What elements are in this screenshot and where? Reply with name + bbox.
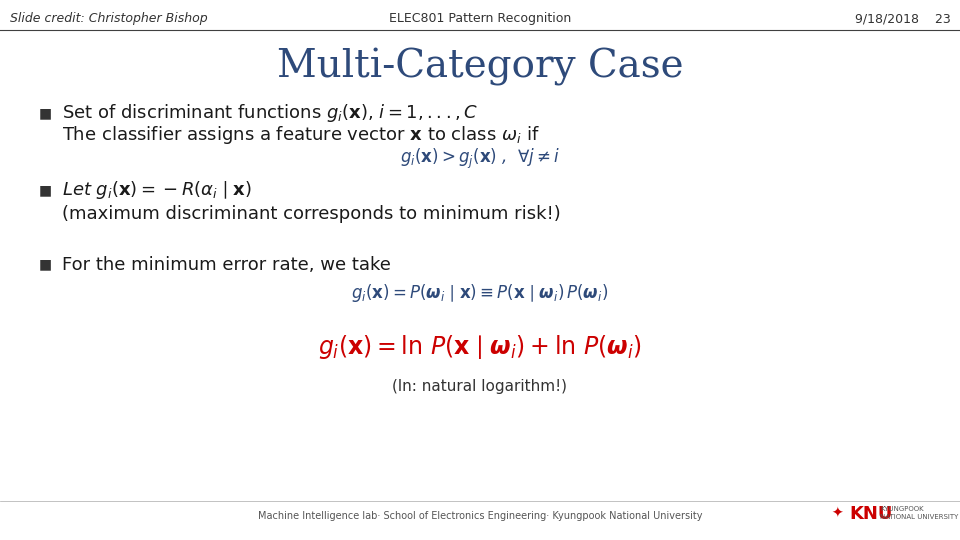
Text: NATIONAL UNIVERSITY: NATIONAL UNIVERSITY: [880, 514, 959, 520]
Text: (ln: natural logarithm!): (ln: natural logarithm!): [393, 379, 567, 394]
Text: ■: ■: [38, 106, 52, 120]
Text: KYUNGPOOK: KYUNGPOOK: [880, 505, 924, 512]
Text: Slide credit: Christopher Bishop: Slide credit: Christopher Bishop: [10, 12, 207, 25]
Text: $g_i(\mathbf{x}) = \ln\, P(\mathbf{x} \mid \boldsymbol{\omega}_i) + \ln\, P(\bol: $g_i(\mathbf{x}) = \ln\, P(\mathbf{x} \m…: [318, 333, 642, 361]
Text: $g_i(\mathbf{x}) > g_j(\mathbf{x})$ ,  $\forall j \neq i$: $g_i(\mathbf{x}) > g_j(\mathbf{x})$ , $\…: [399, 147, 561, 171]
Text: ✦: ✦: [831, 507, 843, 521]
Text: ELEC801 Pattern Recognition: ELEC801 Pattern Recognition: [389, 12, 571, 25]
Text: Machine Intelligence lab· School of Electronics Engineering· Kyungpook National : Machine Intelligence lab· School of Elec…: [257, 511, 703, 521]
Text: Multi-Category Case: Multi-Category Case: [276, 49, 684, 86]
Text: ■: ■: [38, 258, 52, 272]
Text: $\mathit{Let}$ $g_i(\mathbf{x}) = -R(\alpha_i \mid \mathbf{x})$: $\mathit{Let}$ $g_i(\mathbf{x}) = -R(\al…: [62, 179, 252, 201]
Text: For the minimum error rate, we take: For the minimum error rate, we take: [62, 255, 392, 274]
Text: $g_i(\mathbf{x}) = P(\boldsymbol{\omega}_i \mid \mathbf{x}) \equiv P(\mathbf{x} : $g_i(\mathbf{x}) = P(\boldsymbol{\omega}…: [351, 282, 609, 303]
Text: (maximum discriminant corresponds to minimum risk!): (maximum discriminant corresponds to min…: [62, 205, 562, 224]
Text: The classifier assigns a feature vector $\mathbf{x}$ to class $\omega_i$ if: The classifier assigns a feature vector …: [62, 124, 540, 146]
Text: ■: ■: [38, 183, 52, 197]
Text: Set of discriminant functions $g_i(\mathbf{x})$, $i = 1,...,C$: Set of discriminant functions $g_i(\math…: [62, 103, 478, 124]
Text: 9/18/2018    23: 9/18/2018 23: [854, 12, 950, 25]
Text: KNU: KNU: [850, 505, 893, 523]
